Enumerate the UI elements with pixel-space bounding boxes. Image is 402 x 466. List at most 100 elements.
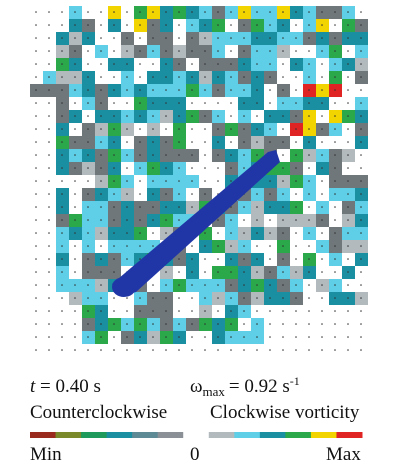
grid-dot [178,141,180,143]
vorticity-field [30,6,368,351]
grid-dot [217,115,219,117]
grid-dot [139,141,141,143]
grid-dot [308,128,310,130]
grid-dot [256,336,258,338]
grid-dot [178,323,180,325]
grid-dot [178,115,180,117]
grid-dot [308,102,310,104]
grid-dot [282,167,284,169]
grid-dot [48,63,50,65]
grid-dot [152,37,154,39]
grid-dot [334,24,336,26]
grid-dot [61,284,63,286]
grid-dot [360,336,362,338]
grid-dot [282,219,284,221]
grid-dot [165,115,167,117]
grid-dot [48,232,50,234]
grid-dot [100,336,102,338]
grid-dot [165,284,167,286]
grid-dot [269,349,271,351]
grid-dot [87,167,89,169]
grid-dot [269,284,271,286]
grid-dot [61,245,63,247]
grid-dot [204,258,206,260]
grid-dot [113,271,115,273]
grid-dot [61,206,63,208]
grid-dot [48,323,50,325]
grid-dot [243,102,245,104]
colorbar-segment [183,432,209,438]
grid-dot [282,336,284,338]
grid-dot [243,24,245,26]
grid-dot [61,193,63,195]
grid-dot [347,323,349,325]
grid-dot [87,24,89,26]
grid-dot [334,349,336,351]
colorbar-max: Max [326,444,361,465]
grid-dot [100,323,102,325]
grid-dot [139,167,141,169]
grid-dot [100,167,102,169]
grid-dot [282,180,284,182]
grid-dot [308,336,310,338]
grid-dot [126,206,128,208]
grid-dot [61,219,63,221]
grid-dot [74,37,76,39]
grid-dot [347,297,349,299]
grid-dot [204,284,206,286]
grid-dot [126,297,128,299]
grid-dot [230,128,232,130]
grid-dot [74,63,76,65]
grid-dot [126,128,128,130]
grid-dot [243,141,245,143]
grid-dot [256,284,258,286]
grid-dot [204,63,206,65]
grid-dot [334,115,336,117]
grid-dot [334,297,336,299]
grid-dot [295,284,297,286]
colorbar-segment [209,432,235,438]
grid-dot [74,24,76,26]
grid-dot [191,76,193,78]
grid-dot [334,102,336,104]
grid-dot [295,50,297,52]
grid-dot [321,258,323,260]
grid-dot [100,297,102,299]
grid-dot [191,284,193,286]
grid-dot [282,76,284,78]
grid-dot [113,297,115,299]
colorbar-segment [311,432,337,438]
grid-dot [74,219,76,221]
grid-dot [61,232,63,234]
grid-dot [347,310,349,312]
grid-dot [243,271,245,273]
grid-dot [204,154,206,156]
grid-dot [152,167,154,169]
grid-dot [243,258,245,260]
colorbar-segment [260,432,286,438]
grid-dot [308,219,310,221]
grid-dot [347,232,349,234]
grid-dot [165,128,167,130]
grid-dot [243,115,245,117]
grid-dot [100,180,102,182]
grid-dot [321,63,323,65]
grid-dot [230,167,232,169]
grid-dot [74,323,76,325]
grid-dot [321,11,323,13]
grid-dot [113,258,115,260]
grid-dot [360,37,362,39]
grid-dot [308,89,310,91]
grid-dot [165,310,167,312]
grid-dot [256,297,258,299]
grid-dot [217,63,219,65]
grid-dot [139,245,141,247]
grid-dot [74,232,76,234]
grid-dot [100,284,102,286]
colorbar-left-label: Counterclockwise [30,402,167,423]
grid-dot [152,50,154,52]
grid-dot [282,323,284,325]
grid-dot [48,89,50,91]
grid-dot [295,310,297,312]
grid-dot [178,193,180,195]
